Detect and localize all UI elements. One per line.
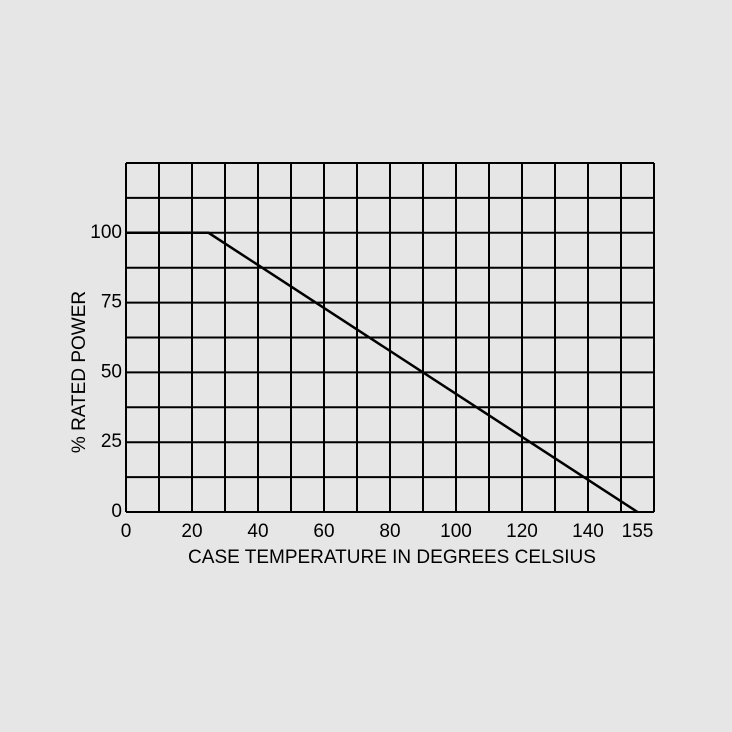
y-tick-label: 100 — [90, 222, 122, 243]
y-tick-label: 25 — [101, 431, 122, 452]
y-tick-label: 0 — [111, 501, 122, 522]
data-line — [126, 231, 639, 514]
x-tick-label: 0 — [121, 521, 132, 542]
x-tick-label: 155 — [622, 521, 654, 542]
x-tick-label: 60 — [313, 521, 334, 542]
x-tick-label: 140 — [572, 521, 604, 542]
x-tick-label: 120 — [506, 521, 538, 542]
x-tick-label: 20 — [181, 521, 202, 542]
x-tick-label: 100 — [440, 521, 472, 542]
x-axis-label: CASE TEMPERATURE IN DEGREES CELSIUS — [188, 547, 596, 568]
y-tick-label: 75 — [101, 292, 122, 313]
y-axis-label: % RATED POWER — [69, 291, 90, 453]
y-tick-label: 50 — [101, 361, 122, 382]
x-tick-label: 40 — [247, 521, 268, 542]
x-tick-label: 80 — [379, 521, 400, 542]
